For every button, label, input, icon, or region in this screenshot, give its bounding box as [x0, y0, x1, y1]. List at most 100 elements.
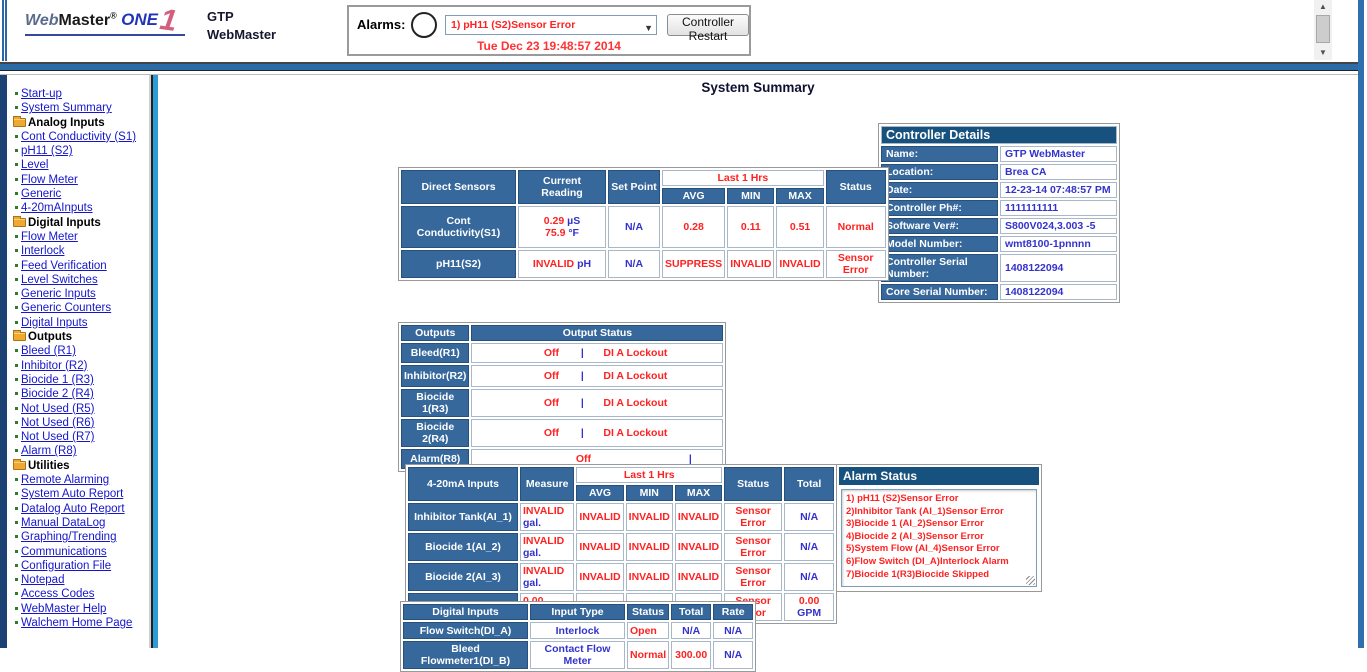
sidebar-item-label[interactable]: Digital Inputs — [21, 316, 88, 329]
sidebar-item-label[interactable]: Flow Meter — [21, 230, 78, 243]
sidebar-item[interactable]: Digital Inputs — [13, 316, 149, 330]
sidebar-item-label[interactable]: Not Used (R5) — [21, 402, 95, 415]
sidebar-item-label[interactable]: Access Codes — [21, 588, 95, 601]
sidebar-item[interactable]: Inhibitor (R2) — [13, 359, 149, 373]
sidebar-item[interactable]: Interlock — [13, 244, 149, 258]
bullet-icon — [15, 535, 18, 539]
sidebar-item-label[interactable]: Alarm (R8) — [21, 445, 77, 458]
sidebar-item-label[interactable]: Remote Alarming — [21, 474, 110, 487]
detail-label: Name: — [881, 146, 998, 162]
sidebar-item[interactable]: Cont Conductivity (S1) — [13, 130, 149, 144]
sidebar-item[interactable]: Access Codes — [13, 587, 149, 601]
sidebar-item[interactable]: Not Used (R6) — [13, 416, 149, 430]
sidebar-item-label[interactable]: Datalog Auto Report — [21, 502, 125, 515]
sidebar-item-label[interactable]: System Summary — [21, 102, 112, 115]
sidebar-item[interactable]: System Summary — [13, 101, 149, 115]
sidebar-item[interactable]: Flow Meter — [13, 230, 149, 244]
alarm-select[interactable]: 1) pH11 (S2)Sensor Error ▼ — [445, 15, 657, 35]
sidebar-item[interactable]: Biocide 1 (R3) — [13, 373, 149, 387]
sidebar-item[interactable]: Digital Inputs — [13, 215, 149, 230]
sidebar-item-label[interactable]: Level — [21, 159, 49, 172]
sidebar-item-label[interactable]: Generic — [21, 188, 62, 201]
sidebar-item-label[interactable]: WebMaster Help — [21, 602, 107, 615]
sidebar-item[interactable]: Datalog Auto Report — [13, 502, 149, 516]
sidebar-item[interactable]: Bleed (R1) — [13, 344, 149, 358]
sidebar-item-label[interactable]: Interlock — [21, 245, 65, 258]
sidebar-item[interactable]: Configuration File — [13, 559, 149, 573]
sidebar-item-label[interactable]: Bleed (R1) — [21, 345, 76, 358]
sidebar-item-label[interactable]: Utilities — [28, 459, 70, 472]
resize-grip-icon[interactable] — [1026, 576, 1035, 585]
input-avg: INVALID — [576, 503, 624, 531]
sidebar-item-label[interactable]: Not Used (R7) — [21, 431, 95, 444]
sidebar-item[interactable]: Remote Alarming — [13, 473, 149, 487]
sidebar-item-label[interactable]: Manual DataLog — [21, 516, 106, 529]
sidebar-item[interactable]: Utilities — [13, 458, 149, 473]
controller-details-row: Controller Serial Number: 1408122094 — [881, 254, 1117, 282]
alarm-status-textarea[interactable]: 1) pH11 (S2)Sensor Error 2)Inhibitor Tank… — [841, 489, 1037, 587]
scrollbar-thumb[interactable] — [1316, 15, 1330, 43]
sidebar-item[interactable]: Not Used (R7) — [13, 430, 149, 444]
sidebar-item-label[interactable]: System Auto Report — [21, 488, 124, 501]
sidebar-item[interactable]: Communications — [13, 545, 149, 559]
col-header-status: Status — [627, 604, 670, 620]
sidebar-item[interactable]: 4-20mAInputs — [13, 201, 149, 215]
sidebar-item[interactable]: Feed Verification — [13, 259, 149, 273]
sidebar-item-label[interactable]: Inhibitor (R2) — [21, 359, 88, 372]
sidebar-item[interactable]: Level Switches — [13, 273, 149, 287]
measure-unit: gal. — [523, 547, 542, 559]
sidebar-item-label[interactable]: Digital Inputs — [28, 216, 101, 229]
sidebar-item[interactable]: Analog Inputs — [13, 115, 149, 130]
sidebar-item-label[interactable]: Walchem Home Page — [21, 616, 133, 629]
sidebar-item-label[interactable]: Notepad — [21, 574, 65, 587]
sidebar-item-label[interactable]: Configuration File — [21, 559, 112, 572]
detail-label: Software Ver#: — [881, 218, 998, 234]
controller-restart-button[interactable]: Controller Restart — [667, 14, 749, 43]
sidebar-item[interactable]: Flow Meter — [13, 173, 149, 187]
controller-details-row: Name: GTP WebMaster — [881, 146, 1117, 162]
sidebar-item-label[interactable]: Cont Conductivity (S1) — [21, 130, 137, 143]
sidebar-item[interactable]: Biocide 2 (R4) — [13, 387, 149, 401]
sidebar-item-label[interactable]: Flow Meter — [21, 173, 78, 186]
alarm-line: 4)Biocide 2 (AI_3)Sensor Error — [846, 530, 984, 542]
bullet-icon — [15, 592, 18, 596]
bullet-icon — [15, 206, 18, 210]
detail-label: Location: — [881, 164, 998, 180]
sidebar-item-label[interactable]: Communications — [21, 545, 107, 558]
sidebar-item-label[interactable]: Not Used (R6) — [21, 416, 95, 429]
sidebar-item-label[interactable]: Analog Inputs — [28, 116, 105, 129]
sidebar-item[interactable]: Notepad — [13, 573, 149, 587]
sidebar-item[interactable]: Outputs — [13, 330, 149, 344]
sidebar-item-label[interactable]: Generic Counters — [21, 302, 112, 315]
sidebar-item-label[interactable]: Feed Verification — [21, 259, 107, 272]
bullet-icon — [15, 349, 18, 353]
sidebar-item[interactable]: Generic Counters — [13, 301, 149, 315]
sidebar-item[interactable]: Generic Inputs — [13, 287, 149, 301]
sidebar-item[interactable]: Manual DataLog — [13, 516, 149, 530]
sidebar-item[interactable]: Graphing/Trending — [13, 530, 149, 544]
sidebar-item-label[interactable]: pH11 (S2) — [21, 145, 73, 158]
sidebar-item-label[interactable]: Biocide 1 (R3) — [21, 373, 94, 386]
sidebar-item[interactable]: System Auto Report — [13, 487, 149, 501]
sidebar-item-label[interactable]: Start-up — [21, 88, 62, 100]
scroll-up-icon[interactable]: ▲ — [1319, 2, 1327, 11]
sidebar-item[interactable]: pH11 (S2) — [13, 144, 149, 158]
sidebar-item[interactable]: Generic — [13, 187, 149, 201]
sidebar-item-label[interactable]: Biocide 2 (R4) — [21, 388, 94, 401]
sidebar-item[interactable]: Level — [13, 158, 149, 172]
sidebar-item[interactable]: Alarm (R8) — [13, 444, 149, 458]
sidebar-item[interactable]: WebMaster Help — [13, 602, 149, 616]
header-scrollbar[interactable]: ▲ ▼ — [1314, 0, 1332, 60]
sidebar-item-label[interactable]: Outputs — [28, 331, 73, 344]
sidebar-item-label[interactable]: Graphing/Trending — [21, 531, 117, 544]
col-header-output-status: Output Status — [471, 325, 724, 341]
sidebar-item[interactable]: Walchem Home Page — [13, 616, 149, 630]
sidebar-item-label[interactable]: Level Switches — [21, 273, 98, 286]
sidebar-item[interactable]: Not Used (R5) — [13, 402, 149, 416]
sidebar-item[interactable]: Start-up — [13, 87, 149, 101]
input-rate: N/A — [713, 641, 754, 669]
bullet-icon — [15, 92, 18, 95]
sidebar-item-label[interactable]: Generic Inputs — [21, 288, 96, 301]
scroll-down-icon[interactable]: ▼ — [1319, 48, 1327, 57]
sidebar-item-label[interactable]: 4-20mAInputs — [21, 202, 93, 215]
